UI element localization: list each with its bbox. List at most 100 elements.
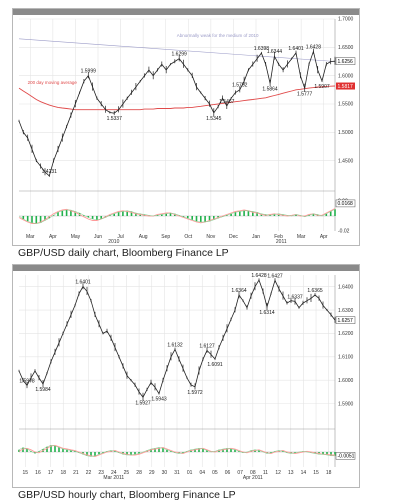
hourly-x-tick-label: 14: [301, 470, 307, 476]
hourly-osc-last-tag: -0.0051: [338, 454, 355, 460]
hourly-chart: 1.6400 1.6300 1.6200 1.6100 1.6000 1.5900 15 16…: [18, 273, 356, 481]
daily-annotation-label: 1.5337: [107, 116, 123, 122]
daily-annotation-label: 1.6344: [267, 49, 283, 55]
hourly-last-price-tag-box: [335, 316, 356, 324]
hourly-x-tick-label: 24: [111, 470, 117, 476]
daily-annotation-label: 1.6401: [288, 46, 304, 52]
daily-x-tick-label: Mar: [297, 234, 306, 240]
hourly-x-tick-label: 01: [187, 470, 193, 476]
daily-chart-toolbar: [13, 9, 359, 15]
daily-x-tick-label: Feb: [274, 234, 283, 240]
hourly-annotation-label: 1.6127: [199, 344, 215, 350]
hourly-last-price-tag: 1.6257: [338, 318, 354, 324]
hourly-chart-panel: 1.6400 1.6300 1.6200 1.6100 1.6000 1.5900 15 16…: [12, 264, 360, 488]
daily-y-tick-label: 1.6000: [338, 73, 354, 79]
hourly-annotation-label: 1.5972: [187, 390, 203, 396]
hourly-x-tick-label: 07: [237, 470, 243, 476]
daily-x-tick-label: Dec: [229, 234, 238, 240]
daily-y-tick-label: 1.5500: [338, 102, 354, 108]
daily-trendline: [18, 38, 336, 62]
daily-annotation-label: 1.5907: [314, 84, 330, 90]
hourly-x-period-label: Apr 2011: [243, 475, 263, 481]
daily-y-tick-label: 1.7000: [338, 17, 354, 23]
daily-annotation-label: 1.6428: [306, 44, 322, 50]
daily-annotation-label: 1.5752: [232, 83, 248, 89]
daily-x-tick-label: Oct: [184, 234, 192, 240]
hourly-x-tick-label: 15: [23, 470, 29, 476]
daily-x-tick-label: Aug: [139, 234, 148, 240]
hourly-x-tick-label: 06: [225, 470, 231, 476]
hourly-annotation-label: 1.6337: [287, 294, 303, 300]
hourly-y-tick-label: 1.6000: [338, 378, 354, 384]
daily-x-period-label: 2011: [276, 239, 287, 245]
hourly-annotation-label: 1.6364: [231, 288, 247, 294]
daily-ma-tag: 1.5817: [338, 84, 354, 90]
daily-x-tick-label: Jan: [252, 234, 260, 240]
hourly-x-tick-label: 04: [199, 470, 205, 476]
daily-annotation-label: 1.5467: [219, 99, 235, 105]
hourly-x-tick-label: 28: [136, 470, 142, 476]
daily-osc-line: [18, 209, 336, 224]
daily-x-tick-label: Nov: [206, 234, 215, 240]
daily-osc-signal-line: [18, 208, 336, 224]
daily-annotation-label: 1.5864: [262, 86, 278, 92]
daily-osc-tag-box: [335, 199, 356, 208]
hourly-y-tick-label: 1.6200: [338, 331, 354, 337]
hourly-annotation-label: 1.6401: [75, 279, 91, 285]
daily-y-tick-label: 1.6500: [338, 45, 354, 51]
daily-ma-line: [18, 85, 336, 111]
hourly-annotation-label: 1.6132: [167, 342, 183, 348]
hourly-annotation-label: 1.6427: [267, 273, 283, 279]
hourly-x-tick-label: 11: [263, 470, 268, 476]
daily-price-bars: [18, 48, 336, 177]
daily-x-tick-label: May: [71, 234, 81, 240]
hourly-x-tick-label: 16: [35, 470, 41, 476]
hourly-chart-toolbar: [13, 265, 359, 271]
daily-x-tick-label: Jun: [94, 234, 102, 240]
hourly-x-tick-label: 12: [275, 470, 281, 476]
daily-osc-last-tag: 0.0168: [338, 201, 354, 207]
hourly-annotation-label: 1.5978: [19, 378, 35, 384]
hourly-annotation-label: 1.6365: [307, 288, 323, 294]
hourly-x-tick-label: 08: [250, 470, 256, 476]
hourly-x-tick-label: 13: [288, 470, 294, 476]
daily-ma-label: 200 day moving average: [28, 80, 78, 85]
daily-x-period-label: 2010: [108, 239, 119, 245]
hourly-x-tick-label: 22: [86, 470, 92, 476]
hourly-x-tick-label: 25: [124, 470, 130, 476]
daily-x-tick-label: Sep: [161, 234, 170, 240]
daily-chart-panel: 1.7000 1.6500 1.6000 1.5500 1.5000 1.4500 Mar A…: [12, 8, 360, 246]
daily-annotation-label: 1.6299: [172, 52, 188, 58]
hourly-annotation-label: 1.5927: [135, 400, 151, 406]
hourly-chart-caption: GBP/USD hourly chart, Bloomberg Finance …: [18, 489, 236, 501]
daily-grid: [19, 18, 335, 231]
hourly-annotation-label: 1.6428: [251, 273, 267, 279]
hourly-x-tick-label: 15: [313, 470, 319, 476]
hourly-x-period-label: Mar 2011: [103, 475, 124, 481]
hourly-x-tick-label: 17: [48, 470, 54, 476]
daily-annotation-label: 1.6398: [254, 46, 270, 52]
hourly-x-tick-label: 30: [162, 470, 168, 476]
daily-chart: 1.7000 1.6500 1.6000 1.5500 1.5000 1.4500 Mar A…: [18, 17, 356, 245]
daily-x-tick-label: Apr: [320, 234, 328, 240]
daily-annotation-label: 1.5999: [81, 69, 97, 75]
hourly-x-tick-label: 31: [174, 470, 180, 476]
hourly-x-tick-label: 21: [73, 470, 79, 476]
hourly-x-tick-label: 29: [149, 470, 155, 476]
hourly-y-tick-label: 1.6300: [338, 308, 354, 314]
hourly-x-tick-label: 18: [60, 470, 66, 476]
hourly-osc-signal-line: [18, 444, 335, 457]
daily-chart-caption: GBP/USD daily chart, Bloomberg Finance L…: [18, 247, 229, 259]
hourly-osc-line: [18, 445, 335, 457]
hourly-annotation-label: 1.6314: [259, 310, 275, 316]
daily-ma-tag-box: [336, 82, 355, 90]
daily-x-tick-label: Mar: [26, 234, 35, 240]
hourly-annotation-label: 1.6091: [207, 362, 223, 368]
daily-last-price-tag-box: [335, 57, 356, 65]
daily-annotation-label: 1.5777: [297, 91, 313, 97]
daily-annotation-label: 1.5345: [206, 116, 222, 122]
hourly-annotation-label: 1.5943: [151, 397, 167, 403]
hourly-grid: [19, 275, 335, 467]
hourly-y-tick-label: 1.5900: [338, 401, 354, 407]
daily-x-tick-label: Apr: [49, 234, 57, 240]
